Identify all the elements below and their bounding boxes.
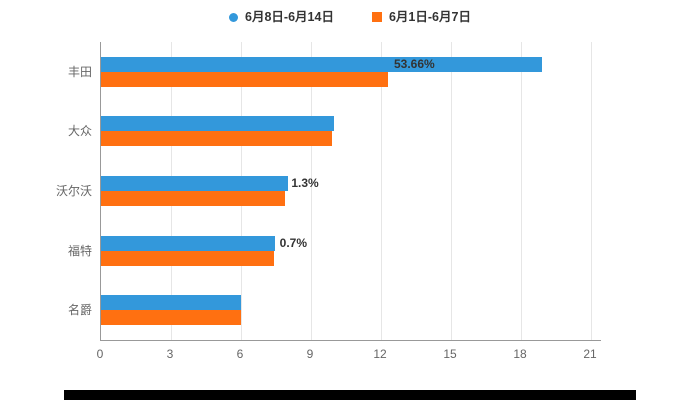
x-tick-label: 21	[583, 347, 597, 361]
legend-square-marker-icon	[371, 12, 382, 22]
bar-series1	[101, 176, 288, 191]
category-label: 名爵	[67, 303, 92, 318]
legend-item-series2[interactable]: 6月1日-6月7日	[371, 9, 471, 24]
x-tick-label: 12	[373, 347, 387, 361]
legend-label: 6月8日-6月14日	[245, 9, 334, 24]
plot-area: 53.66% 1.3% 0.7%	[100, 42, 601, 341]
x-tick-label: 9	[306, 347, 314, 361]
bar-series1	[101, 116, 335, 132]
bar-series2	[101, 191, 286, 206]
change-annotation: 0.7%	[279, 235, 308, 250]
x-tick-label: 0	[96, 347, 104, 361]
x-tick-label: 18	[513, 347, 527, 361]
bottom-black-bar	[64, 390, 636, 400]
legend-item-series1[interactable]: 6月8日-6月14日	[229, 11, 334, 24]
gridline	[311, 42, 312, 340]
gridline	[521, 42, 522, 340]
category-label: 沃尔沃	[55, 184, 92, 198]
bar-series1	[101, 295, 241, 311]
x-tick-label: 3	[166, 347, 174, 361]
change-annotation: 53.66%	[394, 56, 435, 71]
bar-series1	[101, 56, 542, 72]
legend: 6月8日-6月14日 6月1日-6月7日	[0, 8, 700, 26]
gridline	[591, 42, 592, 340]
change-annotation: 1.3%	[291, 176, 319, 190]
category-label: 丰田	[67, 64, 92, 79]
x-tick-label: 6	[236, 347, 244, 361]
category-label: 福特	[67, 243, 92, 258]
gridline	[381, 42, 382, 340]
legend-label: 6月1日-6月7日	[388, 9, 471, 24]
bar-series1	[101, 235, 275, 251]
legend-circle-marker-icon	[229, 12, 239, 22]
category-label: 大众	[67, 124, 92, 139]
bar-series2	[101, 131, 332, 147]
bar-series2	[101, 71, 388, 87]
bar-series2	[101, 310, 241, 326]
x-tick-label: 15	[443, 347, 457, 361]
bar-series2	[101, 250, 274, 266]
gridline	[451, 42, 452, 340]
